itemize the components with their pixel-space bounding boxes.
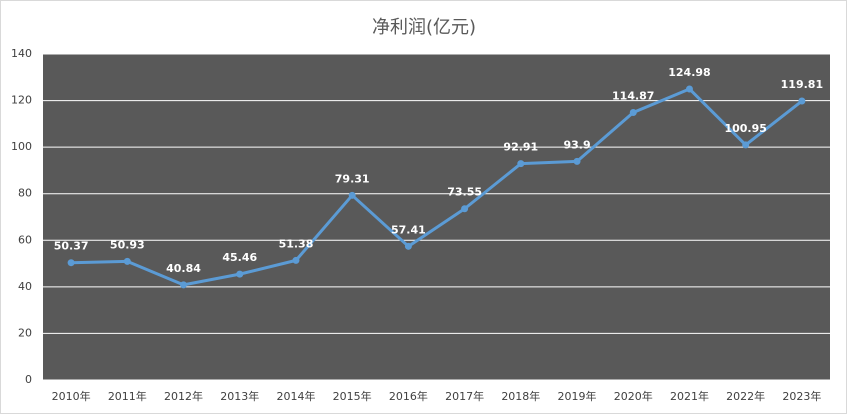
data-label: 92.91 xyxy=(503,141,538,154)
data-point xyxy=(685,85,693,93)
x-tick-label: 2012年 xyxy=(164,389,203,403)
data-label: 50.93 xyxy=(110,238,145,251)
x-tick-label: 2023年 xyxy=(782,389,821,403)
x-tick-label: 2014年 xyxy=(276,389,315,403)
data-point xyxy=(292,256,300,264)
y-tick-label: 120 xyxy=(11,94,32,107)
x-tick-label: 2013年 xyxy=(220,389,259,403)
data-point xyxy=(573,157,581,165)
data-line xyxy=(71,87,803,287)
x-tick-label: 2019年 xyxy=(558,389,597,403)
x-tick-label: 2015年 xyxy=(333,389,372,403)
y-tick-label: 40 xyxy=(18,280,32,293)
data-point xyxy=(404,242,412,250)
data-point xyxy=(123,257,131,265)
data-point xyxy=(461,205,469,213)
chart-title: 净利润(亿元) xyxy=(372,17,476,38)
data-label: 124.98 xyxy=(668,66,710,79)
data-label: 40.84 xyxy=(166,262,201,275)
data-point xyxy=(629,109,637,117)
x-tick-label: 2020年 xyxy=(614,389,653,403)
data-point xyxy=(67,259,75,267)
data-label: 114.87 xyxy=(612,90,654,103)
data-label: 57.41 xyxy=(391,223,426,236)
y-tick-label: 100 xyxy=(11,140,32,153)
x-tick-label: 2022年 xyxy=(726,389,765,403)
data-point xyxy=(517,160,525,168)
data-point xyxy=(798,97,806,105)
x-tick-label: 2011年 xyxy=(108,389,147,403)
y-tick-label: 20 xyxy=(18,326,32,339)
data-point xyxy=(180,281,188,289)
y-tick-label: 0 xyxy=(25,373,32,386)
x-tick-label: 2010年 xyxy=(52,389,91,403)
x-tick-label: 2017年 xyxy=(445,389,484,403)
data-label: 79.31 xyxy=(335,172,370,185)
data-point xyxy=(348,191,356,199)
data-label: 119.81 xyxy=(781,78,823,91)
data-point xyxy=(236,270,244,278)
y-tick-label: 60 xyxy=(18,233,32,246)
x-tick-label: 2016年 xyxy=(389,389,428,403)
data-label: 50.37 xyxy=(54,240,89,253)
data-point xyxy=(742,141,750,149)
plot-area xyxy=(43,54,830,380)
data-label: 100.95 xyxy=(724,122,766,135)
y-tick-label: 140 xyxy=(11,47,32,60)
y-tick-label: 80 xyxy=(18,187,32,200)
data-label: 93.9 xyxy=(563,138,590,151)
x-tick-label: 2021年 xyxy=(670,389,709,403)
data-label: 51.38 xyxy=(279,237,314,250)
x-tick-label: 2018年 xyxy=(501,389,540,403)
data-label: 73.55 xyxy=(447,186,482,199)
data-label: 45.46 xyxy=(222,251,257,264)
